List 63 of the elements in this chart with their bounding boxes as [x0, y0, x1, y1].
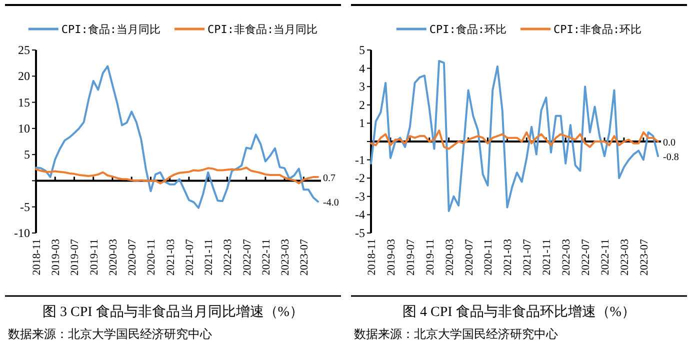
y-tick-label: 1 — [359, 116, 365, 130]
line-series — [370, 130, 659, 150]
y-tick-label: -1 — [355, 152, 365, 167]
data-label: -0.8 — [663, 152, 679, 164]
x-tick-label: 2018-11 — [31, 239, 43, 276]
x-tick-label: 2019-03 — [50, 238, 62, 276]
source-note: 数据来源：北京大学国民经济研究中心 — [354, 327, 558, 341]
x-tick-label: 2023-03 — [280, 238, 292, 276]
x-tick-label: 2023-03 — [618, 238, 631, 276]
x-tick-label: 2022-11 — [599, 239, 612, 276]
x-tick-label: 2020-03 — [107, 238, 120, 276]
y-tick-label: -3 — [355, 189, 365, 204]
y-tick-label: 25 — [18, 43, 30, 57]
data-label: 0.0 — [663, 138, 676, 148]
x-tick-label: 2019-11 — [424, 239, 436, 276]
y-tick-label: 4 — [359, 61, 365, 76]
legend-label: CPI:食品:环比 — [429, 23, 506, 36]
text: 图 3 CPI 食品与非食品当月同比增速（%） — [42, 304, 304, 320]
x-tick-label: 2018-11 — [366, 239, 378, 276]
x-tick-label: 2019-03 — [385, 238, 398, 276]
legend-label: CPI:非食品:当月同比 — [208, 23, 318, 36]
x-tick-label: 2021-11 — [541, 239, 554, 276]
legend-label: CPI:非食品:环比 — [554, 23, 642, 36]
y-tick-label: 10 — [18, 121, 30, 136]
y-tick-label: -2 — [355, 171, 365, 186]
x-tick-label: 2020-11 — [146, 239, 158, 276]
x-tick-label: 2020-11 — [482, 239, 495, 276]
x-tick-label: 2020-03 — [444, 238, 456, 276]
y-tick-label: -5 — [355, 226, 365, 240]
x-tick-label: 2022-03 — [560, 238, 573, 276]
text: 图 4 CPI 食品与非食品环比增速（%） — [402, 304, 636, 320]
x-tick-label: 2022-11 — [260, 239, 272, 276]
x-tick-label: 2021-07 — [184, 238, 196, 276]
x-tick-label: 2021-03 — [164, 238, 177, 276]
x-tick-label: 2022-07 — [241, 238, 254, 276]
data-label: -4.0 — [323, 198, 339, 209]
x-tick-label: 2019-07 — [69, 238, 82, 276]
y-tick-label: -5 — [20, 200, 30, 214]
x-tick-label: 2023-07 — [638, 238, 650, 276]
x-tick-label: 2021-11 — [203, 239, 216, 276]
x-tick-label: 2022-03 — [222, 238, 234, 276]
line-series — [370, 60, 659, 212]
legend-label: CPI:食品:当月同比 — [61, 23, 160, 36]
source-note: 数据来源：北京大学国民经济研究中心 — [8, 327, 212, 341]
x-tick-label: 2020-07 — [126, 238, 139, 276]
line-series — [35, 65, 319, 209]
x-tick-label: 2020-07 — [463, 238, 476, 276]
y-tick-label: -4 — [355, 208, 365, 222]
y-tick-label: 20 — [18, 69, 30, 84]
line-series — [35, 166, 319, 184]
y-tick-label: 5 — [359, 43, 365, 57]
x-tick-label: 2022-07 — [580, 238, 592, 276]
y-tick-label: -10 — [14, 226, 30, 240]
x-tick-label: 2019-07 — [404, 238, 417, 276]
data-label: 0.7 — [323, 173, 336, 184]
x-tick-label: 2019-11 — [88, 239, 100, 276]
y-tick-label: 15 — [18, 95, 30, 110]
x-tick-label: 2023-07 — [298, 238, 311, 276]
x-tick-label: 2021-03 — [502, 238, 514, 276]
y-tick-label: 5 — [24, 148, 30, 162]
y-tick-label: 2 — [359, 98, 365, 112]
y-tick-label: 3 — [359, 80, 365, 94]
x-tick-label: 2021-07 — [522, 238, 534, 276]
